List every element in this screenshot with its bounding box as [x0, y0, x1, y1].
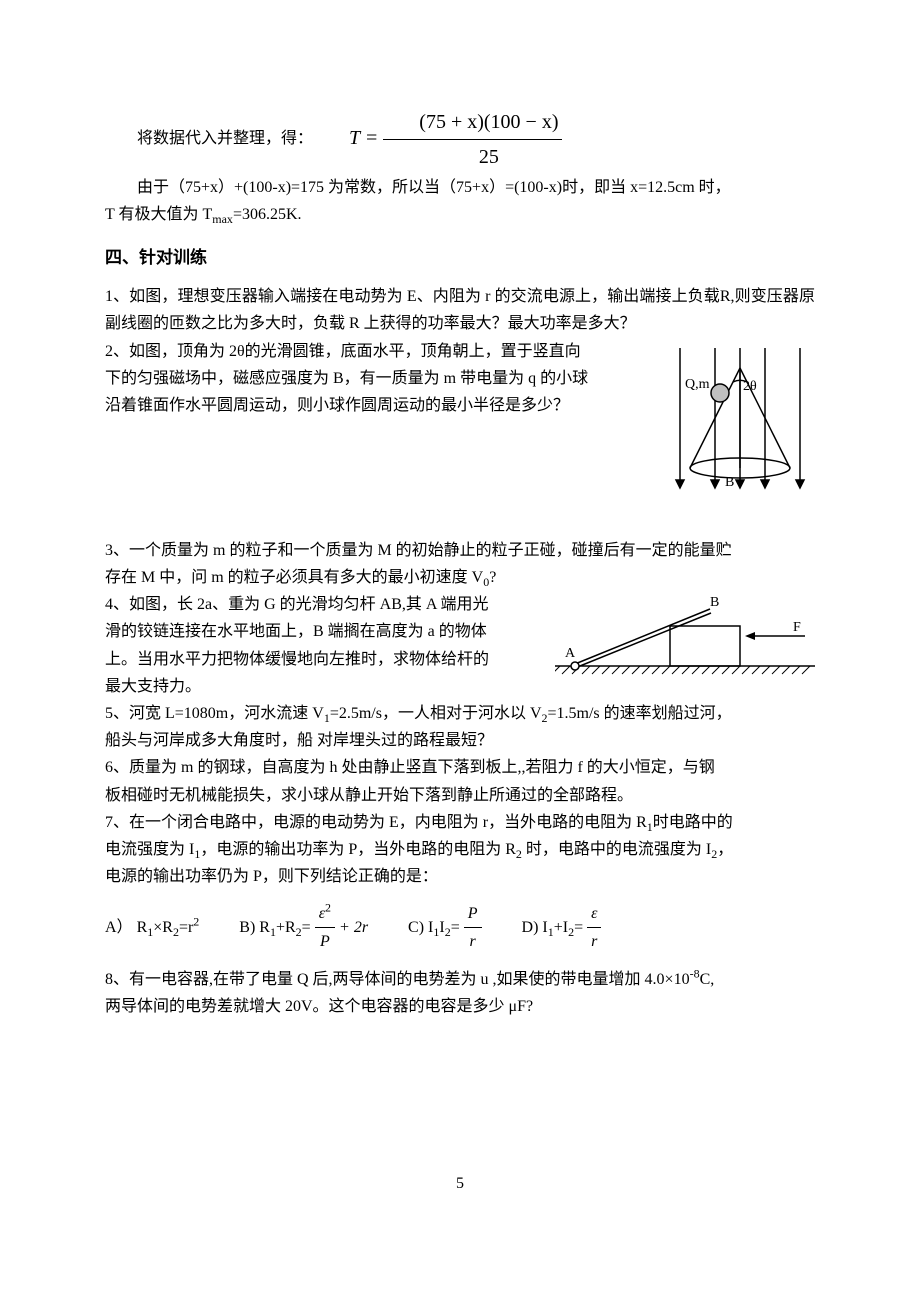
question-6-l1: 6、质量为 m 的钢球，自高度为 h 处由静止竖直下落到板上,,若阻力 f 的大…	[105, 754, 815, 781]
question-8-l1: 8、有一电容器,在带了电量 Q 后,两导体间的电势差为 u ,如果使的带电量增加…	[105, 966, 815, 993]
question-2-row: 2、如图，顶角为 2θ的光滑圆锥，底面水平，顶角朝上，置于竖直向 下的匀强磁场中…	[105, 338, 815, 507]
intro-formula: T = (75 + x)(100 − x) 25	[317, 105, 562, 174]
cone-label-b: B	[725, 475, 734, 490]
section-heading: 四、针对训练	[105, 244, 815, 273]
option-c: C) I1I2= P r	[408, 900, 481, 955]
page-number: 5	[105, 1170, 815, 1197]
question-6-l2: 板相碰时无机械能损失，求小球从静止开始下落到静止所通过的全部路程。	[105, 782, 815, 809]
question-7-l2: 电流强度为 I1，电源的输出功率为 P，当外电路的电阻为 R2 时，电路中的电流…	[105, 836, 815, 863]
rod-label-f: F	[793, 620, 801, 635]
intro-fraction: (75 + x)(100 − x) 25	[383, 105, 562, 174]
document-page: 将数据代入并整理，得： T = (75 + x)(100 − x) 25 由于（…	[0, 0, 920, 1237]
intro-line3: T 有极大值为 Tmax=306.25K.	[105, 201, 815, 228]
question-1: 1、如图，理想变压器输入端接在电动势为 E、内阻为 r 的交流电源上，输出端接上…	[105, 283, 815, 337]
question-7-l3: 电源的输出功率仍为 P，则下列结论正确的是：	[105, 863, 815, 890]
question-7-l1: 7、在一个闭合电路中，电源的电动势为 E，内电阻为 r，当外电路的电阻为 R1时…	[105, 809, 815, 836]
question-3-l1: 3、一个质量为 m 的粒子和一个质量为 M 的初始静止的粒子正碰，碰撞后有一定的…	[105, 537, 815, 564]
option-d: D) I1+I2= ε r	[522, 900, 602, 955]
rod-label-a: A	[565, 646, 576, 661]
question-5-l2: 船头与河岸成多大角度时，船 对岸埋头过的路程最短？	[105, 727, 815, 754]
intro-prefix: 将数据代入并整理，得：	[137, 130, 313, 147]
question-2-text: 2、如图，顶角为 2θ的光滑圆锥，底面水平，顶角朝上，置于竖直向 下的匀强磁场中…	[105, 338, 655, 420]
question-4-row: 4、如图，长 2a、重为 G 的光滑均匀杆 AB,其 A 端用光 滑的铰链连接在…	[105, 591, 815, 700]
question-8-l2: 两导体间的电势差就增大 20V。这个电容器的电容是多少 μF?	[105, 993, 815, 1020]
rod-figure: A B F	[555, 591, 815, 690]
rod-label-b: B	[710, 595, 719, 610]
intro-line2: 由于（75+x）+(100-x)=175 为常数，所以当（75+x）=(100-…	[105, 174, 815, 201]
question-4-text: 4、如图，长 2a、重为 G 的光滑均匀杆 AB,其 A 端用光 滑的铰链连接在…	[105, 591, 545, 700]
question-3-l2: 存在 M 中，问 m 的粒子必须具有多大的最小初速度 V0?	[105, 564, 815, 591]
option-b: B) R1+R2= ε2 P + 2r	[239, 900, 368, 955]
cone-label-q: Q,m	[685, 377, 710, 392]
question-5-l1: 5、河宽 L=1080m，河水流速 V1=2.5m/s，一人相对于河水以 V2=…	[105, 700, 815, 727]
intro-line1: 将数据代入并整理，得： T = (75 + x)(100 − x) 25	[105, 105, 815, 174]
option-a: A） R1×R2=r2	[105, 914, 199, 941]
cone-figure: Q,m 2θ B	[665, 338, 815, 507]
q7-options: A） R1×R2=r2 B) R1+R2= ε2 P + 2r C) I1I2=…	[105, 900, 815, 955]
cone-label-theta: 2θ	[743, 379, 757, 394]
